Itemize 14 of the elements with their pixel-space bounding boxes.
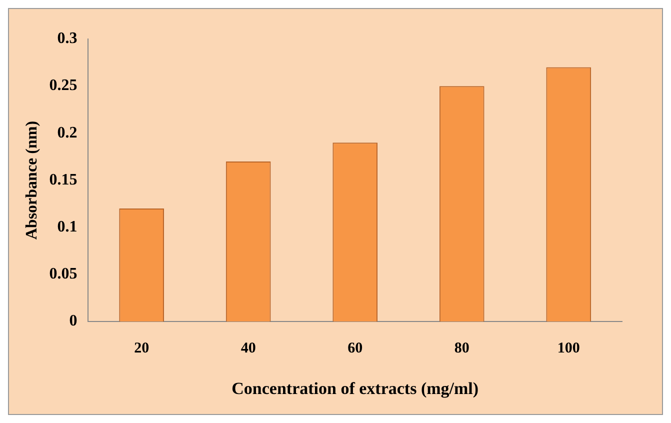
y-tick-label: 0.2 [57, 124, 78, 142]
x-tick-label: 80 [454, 340, 470, 356]
x-tick-label: 60 [348, 340, 363, 356]
x-tick-label: 40 [240, 340, 256, 356]
y-tick-label: 0 [69, 312, 78, 330]
x-axis-title: Concentration of extracts (mg/ml) [232, 379, 479, 398]
y-axis-title: Absorbance (nm) [24, 120, 41, 240]
x-tick-label: 100 [557, 340, 580, 356]
y-tick-label: 0.25 [49, 77, 78, 94]
y-tick-label: 0.15 [49, 171, 78, 188]
y-tick-label: 0.1 [57, 218, 78, 236]
y-tick-label: 0.05 [49, 266, 78, 283]
x-tick-label: 20 [134, 340, 150, 356]
y-tick-label: 0.3 [57, 30, 78, 48]
